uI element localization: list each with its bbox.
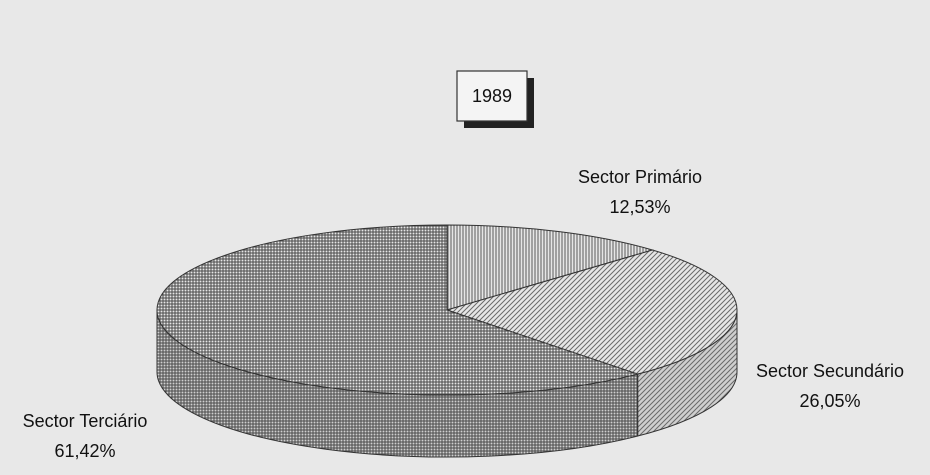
slice-value-label: 12,53% bbox=[609, 197, 670, 217]
slice bbox=[445, 249, 738, 437]
slice-label: Sector Primário bbox=[578, 167, 702, 187]
chart-title: 1989 bbox=[472, 86, 512, 106]
slice bbox=[446, 224, 655, 311]
title-box bbox=[456, 70, 528, 122]
slice-top bbox=[156, 224, 640, 396]
slice-top bbox=[446, 224, 655, 311]
slice-label: Sector Terciário bbox=[23, 411, 148, 431]
slice-value-label: 61,42% bbox=[54, 441, 115, 461]
slice-top bbox=[445, 249, 738, 375]
slice-label: Sector Secundário bbox=[756, 361, 904, 381]
slice bbox=[156, 224, 640, 458]
slice-value-label: 26,05% bbox=[799, 391, 860, 411]
